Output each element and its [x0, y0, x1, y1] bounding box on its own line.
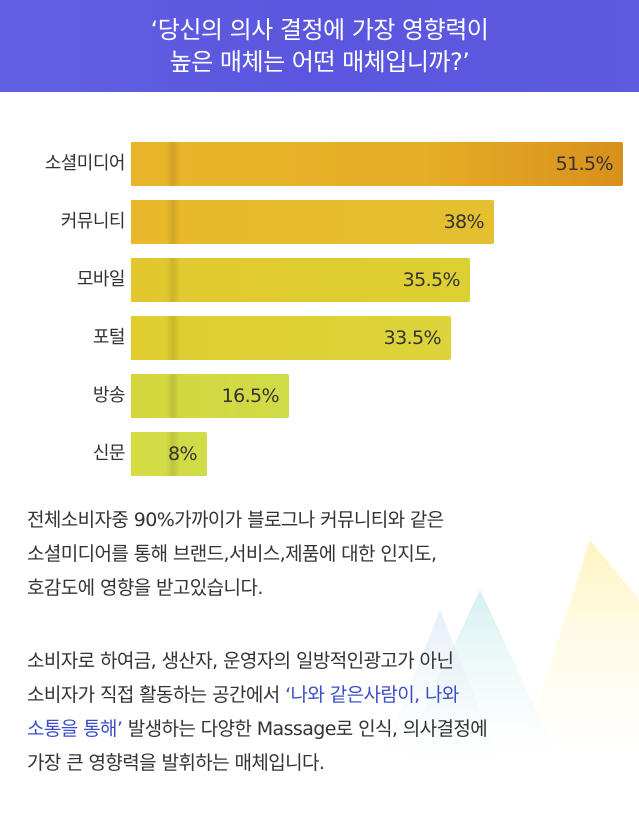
value-label: 35.5% [402, 269, 461, 291]
value-label: 51.5% [555, 153, 614, 175]
value-label: 16.5% [221, 385, 280, 407]
bar: 38% [131, 200, 494, 244]
bar-row: 신문 8% [0, 425, 639, 476]
description-paragraph-2: 소비자로 하여금, 생산자, 운영자의 일방적인광고가 아닌 소비자가 직접 활… [27, 644, 617, 780]
para2-highlight-b: 소통을 통해’ [27, 718, 123, 740]
para2-line-1: 소비자로 하여금, 생산자, 운영자의 일방적인광고가 아닌 [27, 650, 454, 672]
bar-shading [166, 200, 180, 244]
category-label: 방송 [92, 385, 126, 406]
bar-row: 커뮤니티 38% [0, 193, 639, 244]
value-label: 8% [168, 443, 198, 465]
bar-row: 소셜미디어 51.5% [0, 135, 639, 186]
bar-shading [166, 374, 180, 418]
bar: 8% [131, 432, 207, 476]
bar-shading [166, 316, 180, 360]
category-label: 신문 [92, 443, 126, 464]
para2-line-4: 가장 큰 영향력을 발휘하는 매체입니다. [27, 752, 325, 774]
para2-line-2: 소비자가 직접 활동하는 공간에서 ‘나와 같은사람이, 나와 [27, 678, 617, 712]
para1-line-1: 전체소비자중 90%가까이가 블로그나 커뮤니티와 같은 [27, 509, 444, 531]
para2-line-3: 소통을 통해’ 발생하는 다양한 Massage로 인식, 의사결정에 [27, 712, 617, 746]
para1-line-2: 소셜미디어를 통해 브랜드,서비스,제품에 대한 인지도, [27, 543, 437, 565]
bar: 51.5% [131, 142, 623, 186]
para2-highlight-a: ‘나와 같은사람이, 나와 [285, 684, 459, 706]
bar-row: 포털 33.5% [0, 309, 639, 360]
bar-row: 방송 16.5% [0, 367, 639, 418]
category-label: 소셜미디어 [44, 153, 126, 174]
category-label: 포털 [92, 327, 126, 348]
category-label: 커뮤니티 [60, 211, 126, 232]
description-paragraph-1: 전체소비자중 90%가까이가 블로그나 커뮤니티와 같은 소셜미디어를 통해 브… [27, 503, 617, 605]
bar-chart: 소셜미디어 51.5% 커뮤니티 38% 모바일 35.5% 포털 33.5% 방송 16.5% 신… [0, 135, 639, 476]
header-title-line-2: 높은 매체는 어떤 매체입니까?’ [169, 48, 470, 76]
category-label: 모바일 [76, 269, 126, 290]
header-banner: ‘당신의 의사 결정에 가장 영향력이 높은 매체는 어떤 매체입니까?’ [0, 0, 639, 92]
para2-line-2-text: 소비자가 직접 활동하는 공간에서 [27, 684, 286, 706]
header-title-line-1: ‘당신의 의사 결정에 가장 영향력이 [150, 16, 489, 44]
value-label: 33.5% [383, 327, 442, 349]
para1-line-3: 호감도에 영향을 받고있습니다. [27, 577, 263, 599]
bar-shading [166, 432, 180, 476]
para2-line-3-text: 발생하는 다양한 Massage로 인식, 의사결정에 [122, 718, 488, 740]
bar: 35.5% [131, 258, 470, 302]
bar-row: 모바일 35.5% [0, 251, 639, 302]
bar: 33.5% [131, 316, 451, 360]
bar-shading [166, 258, 180, 302]
bar: 16.5% [131, 374, 289, 418]
bar-shading [166, 142, 180, 186]
value-label: 38% [443, 211, 485, 233]
